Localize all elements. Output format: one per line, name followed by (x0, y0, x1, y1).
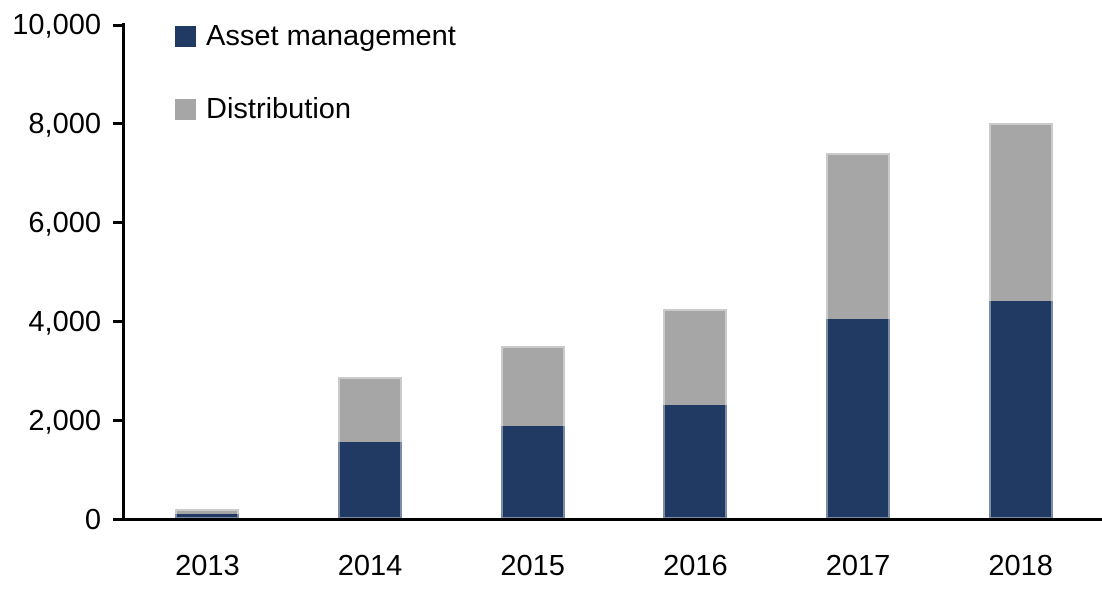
y-tick-label: 10,000 (12, 9, 101, 41)
bar-2013 (175, 509, 240, 519)
y-tick-mark (113, 221, 123, 225)
x-axis-line (122, 518, 1102, 521)
bar-segment-2015-asset-management (500, 426, 565, 519)
x-tick-label-2013: 2013 (175, 550, 240, 582)
bar-2015 (500, 345, 565, 519)
bar-segment-2013-asset-management (175, 514, 240, 519)
legend-item-asset-management: Asset management (175, 19, 456, 53)
legend-swatch-distribution-icon (175, 98, 196, 120)
y-tick-mark (113, 23, 123, 27)
x-tick-label-2018: 2018 (988, 550, 1053, 582)
y-axis-line (122, 23, 125, 521)
legend-swatch-asset-management-icon (175, 25, 196, 47)
bar-segment-2018-distribution (988, 123, 1053, 301)
bar-segment-2015-distribution (500, 345, 565, 426)
bar-segment-2016-asset-management (663, 405, 728, 519)
y-tick-label: 6,000 (28, 206, 101, 239)
bar-segment-2014-asset-management (338, 442, 402, 519)
legend-label-asset-management: Asset management (206, 20, 456, 52)
bar-segment-2013-distribution (175, 509, 240, 515)
bar-segment-2017-distribution (826, 153, 890, 320)
y-tick-label: 2,000 (28, 404, 101, 437)
bar-2014 (338, 377, 402, 519)
legend-item-distribution: Distribution (175, 92, 351, 126)
y-tick-label: 4,000 (28, 305, 101, 338)
y-tick-mark (113, 122, 123, 126)
bar-segment-2018-asset-management (988, 300, 1053, 519)
y-tick-mark (113, 518, 123, 521)
x-tick-label-2017: 2017 (825, 550, 891, 582)
y-tick-label: 0 (84, 503, 101, 536)
bar-2016 (663, 308, 728, 519)
y-tick-mark (113, 320, 123, 324)
x-tick-label-2014: 2014 (337, 550, 403, 582)
bar-2018 (988, 123, 1053, 519)
bar-segment-2016-distribution (663, 308, 728, 406)
bar-segment-2014-distribution (338, 377, 402, 443)
legend-label-distribution: Distribution (206, 93, 352, 125)
bar-2017 (826, 153, 890, 519)
bar-segment-2017-asset-management (826, 319, 890, 519)
y-tick-label: 8,000 (28, 107, 101, 140)
y-tick-mark (113, 419, 123, 423)
x-tick-label-2015: 2015 (500, 550, 565, 582)
x-tick-label-2016: 2016 (663, 550, 728, 582)
